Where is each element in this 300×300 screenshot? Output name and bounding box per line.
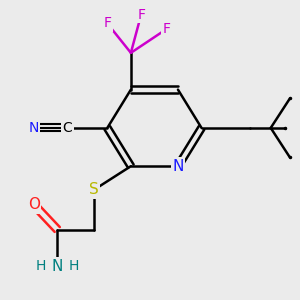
Text: S: S (89, 182, 99, 197)
Text: F: F (103, 16, 111, 30)
Text: N: N (28, 121, 39, 135)
Text: F: F (162, 22, 170, 36)
Text: N: N (172, 159, 184, 174)
Text: H: H (36, 259, 46, 273)
Text: F: F (137, 8, 145, 22)
Text: O: O (28, 197, 40, 212)
Text: N: N (52, 259, 63, 274)
Text: C: C (63, 121, 72, 135)
Text: H: H (68, 259, 79, 273)
